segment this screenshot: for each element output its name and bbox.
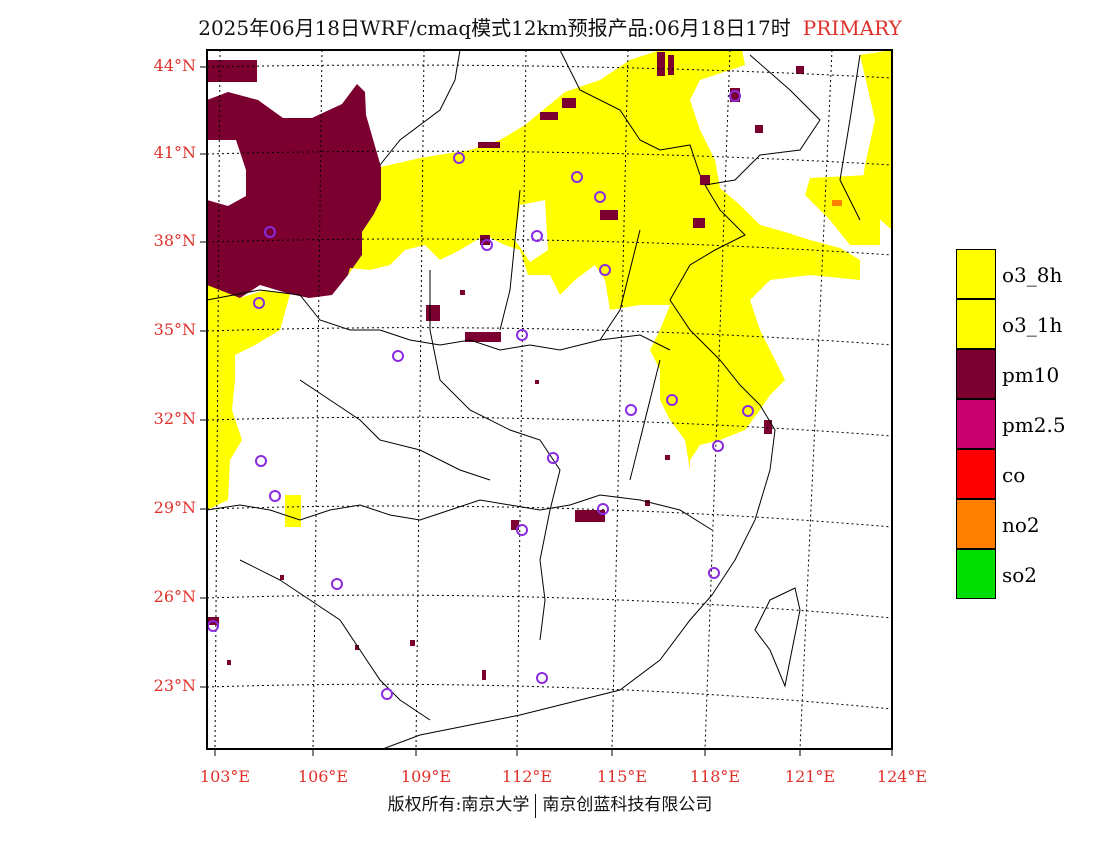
footer-separator [535, 793, 537, 818]
lat-label-44: 44°N [153, 56, 196, 75]
station-marker [264, 226, 276, 238]
station-marker [481, 239, 493, 251]
station-marker [547, 452, 559, 464]
legend-label: pm10 [1002, 363, 1060, 387]
station-marker [516, 524, 528, 536]
copyright-footer: 版权所有:南京大学 南京创蓝科技有限公司 [0, 790, 1100, 818]
legend-swatch [956, 399, 996, 449]
station-marker [255, 455, 267, 467]
station-marker [269, 490, 281, 502]
lat-label-26: 26°N [153, 587, 196, 606]
legend-swatch [956, 349, 996, 399]
ozone-region-north-china [348, 50, 860, 470]
station-marker [594, 191, 606, 203]
lon-label-115: 115°E [596, 767, 648, 786]
station-marker [597, 503, 609, 515]
graticule-lines [207, 50, 892, 749]
coastline-and-borders [207, 50, 861, 749]
station-marker [453, 152, 465, 164]
legend-label: so2 [1002, 563, 1038, 587]
station-marker [599, 264, 611, 276]
lon-label-112: 112°E [501, 767, 553, 786]
station-marker [381, 688, 393, 700]
lat-label-38: 38°N [153, 231, 196, 250]
station-marker [392, 350, 404, 362]
lat-label-23: 23°N [153, 676, 196, 695]
map-title: 2025年06月18日WRF/cmaq模式12km预报产品:06月18日17时 P… [0, 12, 1100, 41]
legend-swatch [956, 499, 996, 549]
lon-label-106: 106°E [297, 767, 349, 786]
station-marker [625, 404, 637, 416]
title-main: 2025年06月18日WRF/cmaq模式12km预报产品:06月18日17时 [198, 16, 791, 40]
legend-swatch [956, 299, 996, 349]
no2-cell [832, 200, 842, 206]
lon-label-103: 103°E [199, 767, 251, 786]
lon-label-124: 124°E [876, 767, 928, 786]
lon-label-118: 118°E [689, 767, 741, 786]
lat-label-41: 41°N [153, 143, 196, 162]
pm10-region-northwest [207, 84, 381, 298]
title-primary-tag: PRIMARY [802, 16, 902, 40]
legend-swatch [956, 549, 996, 599]
legend-label: no2 [1002, 513, 1040, 537]
station-marker [571, 171, 583, 183]
footer-copyright: 版权所有:南京大学 [387, 795, 530, 815]
station-marker [742, 405, 754, 417]
lat-label-35: 35°N [153, 320, 196, 339]
station-marker [729, 90, 741, 102]
lat-label-29: 29°N [153, 498, 196, 517]
legend-label: pm2.5 [1002, 413, 1066, 437]
legend-swatch [956, 449, 996, 499]
legend-swatch [956, 249, 996, 299]
pm10-patch-north [207, 60, 257, 82]
station-marker [666, 394, 678, 406]
axis-ticks [200, 66, 893, 756]
station-marker [712, 440, 724, 452]
legend-label: o3_1h [1002, 313, 1063, 337]
station-marker [531, 230, 543, 242]
station-marker [708, 567, 720, 579]
map-frame [206, 49, 893, 750]
lon-label-121: 121°E [784, 767, 836, 786]
station-marker [516, 329, 528, 341]
station-marker [253, 297, 265, 309]
legend-label: co [1002, 463, 1026, 487]
footer-company: 南京创蓝科技有限公司 [542, 795, 713, 815]
lat-label-32: 32°N [153, 409, 196, 428]
station-marker [536, 672, 548, 684]
legend-label: o3_8h [1002, 263, 1063, 287]
station-marker [331, 578, 343, 590]
lon-label-109: 109°E [400, 767, 452, 786]
station-markers [207, 90, 754, 700]
